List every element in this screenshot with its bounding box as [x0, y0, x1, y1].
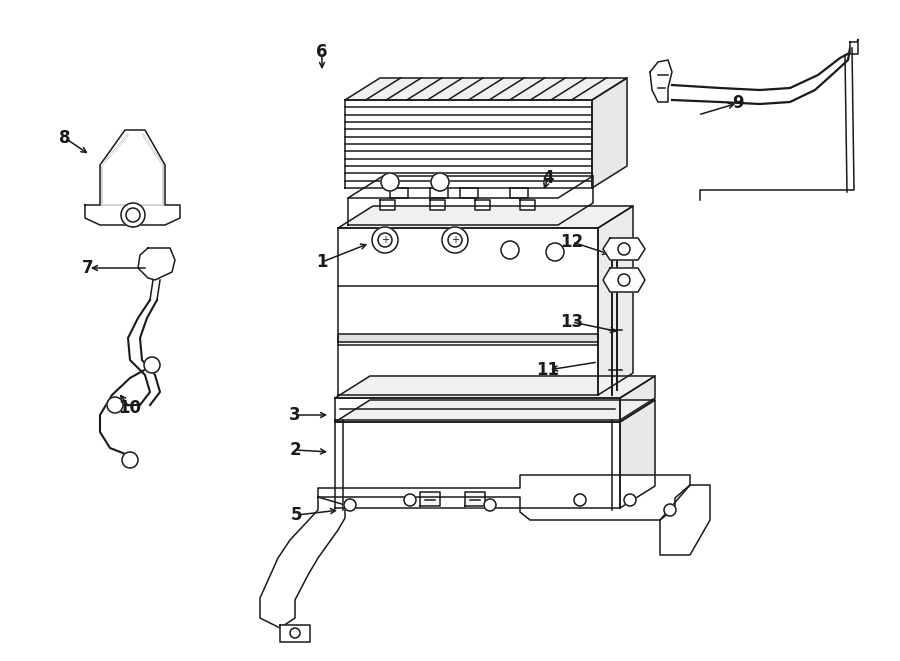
Circle shape — [290, 628, 300, 638]
Polygon shape — [338, 334, 598, 342]
Polygon shape — [260, 497, 345, 628]
Polygon shape — [138, 248, 175, 280]
Circle shape — [404, 494, 416, 506]
Polygon shape — [520, 200, 535, 210]
Circle shape — [574, 494, 586, 506]
Circle shape — [378, 233, 392, 247]
Polygon shape — [390, 188, 408, 198]
Polygon shape — [592, 78, 627, 188]
Polygon shape — [338, 206, 633, 228]
Polygon shape — [603, 268, 645, 292]
Text: 1: 1 — [316, 253, 328, 271]
Circle shape — [448, 233, 462, 247]
Text: +: + — [451, 235, 459, 245]
Text: 8: 8 — [59, 129, 71, 147]
Polygon shape — [348, 176, 593, 225]
Polygon shape — [603, 238, 645, 260]
Circle shape — [372, 227, 398, 253]
Text: 6: 6 — [316, 43, 328, 61]
Text: 12: 12 — [561, 233, 583, 251]
Polygon shape — [650, 60, 672, 102]
Polygon shape — [430, 200, 445, 210]
Circle shape — [144, 357, 160, 373]
Circle shape — [442, 227, 468, 253]
Circle shape — [484, 499, 496, 511]
Polygon shape — [460, 188, 478, 198]
Polygon shape — [510, 188, 528, 198]
Polygon shape — [620, 400, 655, 508]
Text: 10: 10 — [119, 399, 141, 417]
Circle shape — [344, 499, 356, 511]
Circle shape — [381, 173, 399, 191]
Polygon shape — [465, 492, 485, 506]
Polygon shape — [335, 376, 655, 398]
Polygon shape — [335, 398, 620, 420]
Polygon shape — [345, 100, 592, 188]
Polygon shape — [620, 376, 655, 420]
Circle shape — [664, 504, 676, 516]
Circle shape — [618, 274, 630, 286]
Polygon shape — [318, 475, 690, 520]
Polygon shape — [380, 200, 395, 210]
Circle shape — [122, 452, 138, 468]
Text: 4: 4 — [542, 169, 554, 187]
Text: 13: 13 — [561, 313, 583, 331]
Text: +: + — [381, 235, 389, 245]
Polygon shape — [345, 78, 627, 100]
Circle shape — [431, 173, 449, 191]
Circle shape — [126, 208, 140, 222]
Text: 3: 3 — [289, 406, 301, 424]
Polygon shape — [420, 492, 440, 506]
Circle shape — [618, 243, 630, 255]
Polygon shape — [598, 206, 633, 395]
Polygon shape — [102, 135, 163, 205]
Polygon shape — [85, 130, 180, 225]
Text: 11: 11 — [536, 361, 560, 379]
Polygon shape — [335, 422, 620, 508]
Polygon shape — [338, 228, 598, 395]
Polygon shape — [850, 42, 858, 54]
Polygon shape — [335, 400, 655, 422]
Circle shape — [107, 397, 123, 413]
Circle shape — [546, 243, 564, 261]
Circle shape — [624, 494, 636, 506]
Polygon shape — [660, 485, 710, 555]
Circle shape — [501, 241, 519, 259]
Text: 5: 5 — [292, 506, 302, 524]
Polygon shape — [430, 188, 448, 198]
Text: 7: 7 — [82, 259, 94, 277]
Text: 2: 2 — [289, 441, 301, 459]
Circle shape — [121, 203, 145, 227]
Text: 9: 9 — [733, 94, 743, 112]
Polygon shape — [280, 625, 310, 642]
Polygon shape — [475, 200, 490, 210]
